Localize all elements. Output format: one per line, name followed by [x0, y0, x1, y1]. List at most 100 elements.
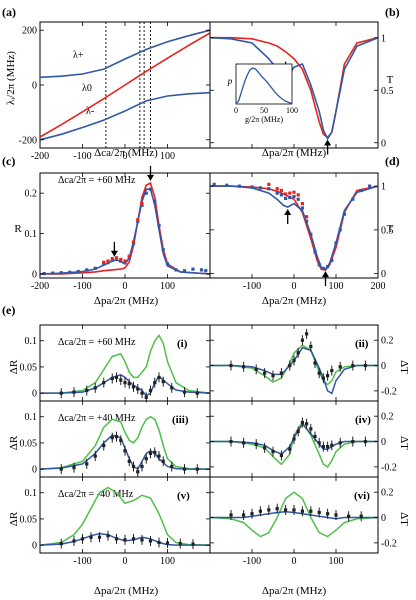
data-point-e_vi — [229, 513, 233, 517]
data-point-red-d — [305, 215, 309, 219]
data-point-e_iv — [317, 441, 321, 445]
y-tick-label-e_i: 0.05 — [20, 362, 38, 373]
data-point-red-c — [127, 254, 131, 258]
data-point-e_v — [106, 534, 110, 538]
data-point-e_v — [191, 542, 195, 546]
x-tick-label-e_v: 100 — [160, 556, 175, 567]
arrow-head-c — [147, 174, 154, 181]
x-tick-label-a: 0 — [123, 151, 128, 162]
data-point-d — [267, 187, 271, 191]
y-tick-label-e_iv: 0.2 — [381, 412, 394, 423]
data-point-c — [153, 199, 157, 203]
data-point-d — [258, 186, 262, 190]
data-point-e_v — [89, 535, 93, 539]
inset-x-tick-label: 50 — [260, 106, 268, 115]
data-point-e_iii — [157, 454, 161, 458]
data-point-e_iv — [263, 446, 267, 450]
panel-c-ylabel: R — [14, 223, 22, 235]
data-point-c — [114, 257, 119, 262]
y-tick-label-c: 0.2 — [25, 189, 38, 200]
data-point-e_ii — [279, 371, 283, 375]
y-tick-label-d: 1 — [381, 182, 386, 193]
x-tick-label-a: -100 — [73, 151, 91, 162]
data-point-e_v — [59, 541, 63, 546]
subpanel-label-v: (v) — [177, 490, 190, 502]
plot-frame-b — [209, 21, 379, 149]
model-green-line-e_iii — [39, 415, 211, 470]
data-point-e_iv — [296, 429, 300, 433]
panel-label-e: (e) — [2, 303, 15, 317]
y-tick-label-b: 1 — [381, 33, 386, 44]
data-point-c — [127, 256, 131, 260]
data-point-d — [342, 212, 346, 216]
data-point-d — [368, 184, 372, 188]
model-green-line-e_vi — [209, 491, 379, 538]
transmission-blue-line-b — [209, 36, 379, 141]
data-point-c — [106, 261, 110, 265]
data-point-e_iii — [153, 450, 157, 454]
x-tick-label-c: -100 — [73, 281, 91, 292]
data-point-d — [279, 193, 283, 197]
data-point-d — [284, 196, 288, 200]
model-green-line-e_ii — [210, 344, 378, 386]
data-point-e_vi — [359, 514, 363, 518]
data-point-e_v — [148, 539, 153, 543]
data-point-e_iii — [148, 451, 153, 456]
data-point-e_iv — [313, 434, 317, 439]
data-point-c — [93, 266, 97, 270]
data-point-d — [321, 266, 325, 270]
data-point-e_i — [114, 375, 119, 380]
data-point-e_ii — [338, 365, 342, 369]
data-point-d — [313, 250, 317, 254]
y-tick-label-d: 0.5 — [381, 225, 394, 236]
data-point-e_iii — [85, 462, 89, 466]
data-point-e_iii — [127, 459, 131, 463]
data-point-red-c — [102, 260, 106, 264]
data-point-e_i — [148, 388, 153, 393]
panel-c-xlabel: Δpa/2π (MHz) — [94, 295, 159, 307]
data-point-e_iv — [363, 439, 367, 444]
data-point-d — [334, 241, 338, 245]
data-point-e_ii — [288, 363, 292, 368]
data-point-e_ii — [254, 367, 258, 371]
y-tick-label-e_i: 0.1 — [25, 336, 38, 347]
data-point-e_i — [85, 388, 89, 393]
y-tick-label-e_i: 0 — [32, 389, 37, 400]
data-point-e_iv — [309, 427, 313, 431]
y-tick-label-e_v: 0.1 — [25, 488, 38, 499]
data-point-e_iii — [182, 467, 187, 471]
data-point-red-c — [136, 218, 140, 222]
data-point-red-c — [123, 259, 127, 263]
model-blue-line-e_iv — [210, 422, 378, 456]
data-point-e_i — [144, 395, 148, 399]
y-tick-label-e_iii: 0.05 — [20, 438, 38, 449]
subpanel-label-vi: (vi) — [354, 490, 370, 502]
panel-d-xlabel: Δpa/2π (MHz) — [262, 295, 327, 307]
data-point-d — [359, 188, 363, 193]
x-tick-label-d: 100 — [329, 281, 344, 292]
data-point-d — [292, 195, 296, 199]
x-tick-label-c: -200 — [31, 281, 49, 292]
data-point-c — [119, 259, 123, 263]
data-point-e_iv — [279, 453, 283, 458]
data-point-e_vi — [258, 509, 262, 513]
data-point-d — [300, 206, 304, 210]
data-point-c — [51, 271, 55, 275]
data-point-e_iii — [119, 438, 123, 442]
data-point-e_ii — [300, 338, 304, 342]
data-point-e_v — [97, 535, 102, 539]
data-point-e_ii — [229, 363, 233, 368]
y-tick-label-c: 0 — [32, 269, 37, 280]
arrow-head-b — [324, 139, 332, 146]
x-tick-label-d: 200 — [371, 281, 386, 292]
data-point-e_v — [72, 539, 76, 543]
data-point-red-c — [114, 256, 119, 260]
lambda-plus-line-a — [39, 29, 211, 79]
data-point-red-c — [119, 257, 123, 262]
y-tick-label-e_iv: -0.2 — [381, 462, 397, 473]
y-tick-label-e_ii: -0.2 — [381, 386, 397, 397]
x-tick-label-e_vi: 100 — [329, 556, 344, 567]
data-point-e_v — [157, 540, 161, 545]
data-point-c — [85, 268, 89, 272]
